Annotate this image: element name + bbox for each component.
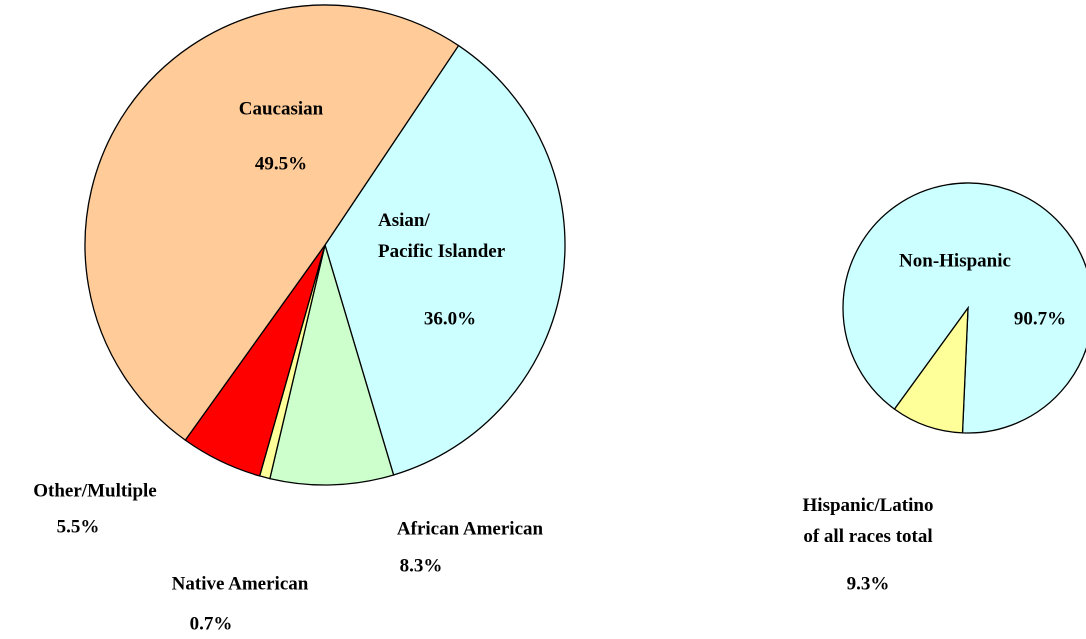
slice-value: 9.3% — [847, 573, 890, 594]
slice-value: 8.3% — [400, 555, 443, 576]
slice-label: Hispanic/Latino of all races total — [803, 495, 934, 547]
slice-label: Asian/Pacific Islander — [378, 210, 506, 262]
pie-slice — [893, 305, 969, 434]
pie-slice — [269, 242, 395, 486]
slice-value: 5.5% — [57, 516, 100, 537]
slice-label: African American — [397, 518, 544, 539]
slice-label: Native American — [172, 573, 309, 594]
slice-label: Caucasian — [239, 98, 324, 119]
slice-value: 36.0% — [424, 308, 476, 329]
pie-slice — [84, 4, 460, 442]
pie-slice — [324, 44, 566, 476]
slice-value: 49.5% — [255, 153, 307, 174]
pie-slice — [842, 182, 1086, 434]
slice-label: Non-Hispanic — [899, 250, 1011, 271]
slice-value: 0.7% — [190, 613, 233, 634]
slice-label: Other/Multiple — [33, 480, 156, 501]
slice-value: 90.7% — [1014, 308, 1066, 329]
